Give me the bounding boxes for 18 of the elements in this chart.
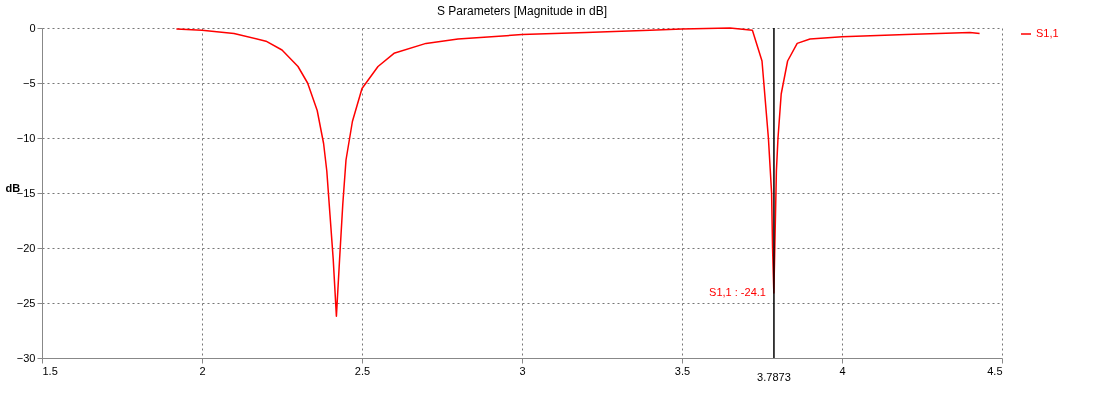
x-tick-label: 3 [519, 364, 526, 377]
legend-label: S1,1 [1036, 27, 1059, 39]
y-tick-label: −5 [22, 76, 36, 89]
annotation: S1,1 : -24.1 [709, 286, 766, 299]
line-series [175, 27, 981, 317]
x-tick-label: 3.5 [674, 364, 691, 377]
x-tick-label: 2.5 [354, 364, 371, 377]
y-tick-label: −20 [16, 241, 36, 254]
x-tick-label: 4.5 [987, 364, 1003, 377]
y-tick-label: −30 [16, 351, 36, 364]
y-tick-label: −10 [16, 131, 36, 144]
ref-line-label: 3.7873 [757, 371, 791, 383]
x-tick-label: 1.5 [42, 364, 58, 377]
y-tick-label: −25 [16, 296, 36, 309]
x-tick-label: 2 [199, 364, 206, 377]
x-tick-label: 4 [839, 364, 846, 377]
chart-title: S Parameters [Magnitude in dB] [436, 4, 608, 18]
y-tick-label: 0 [29, 21, 36, 34]
